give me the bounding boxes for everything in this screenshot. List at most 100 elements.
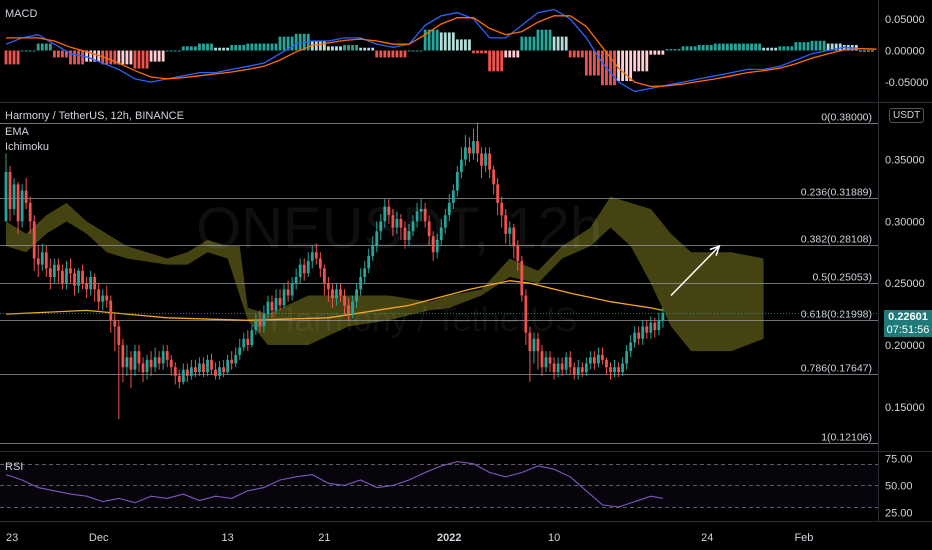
macd-histogram-bar (113, 50, 117, 65)
macd-histogram-bar (73, 50, 76, 65)
macd-histogram-bar (198, 43, 201, 51)
candle (439, 227, 443, 240)
macd-histogram-bar (802, 42, 806, 51)
macd-histogram-bar (20, 50, 24, 52)
rsi-label[interactable]: RSI (5, 461, 24, 473)
candle (230, 359, 234, 364)
macd-histogram-bar (649, 50, 653, 55)
ema-label[interactable]: EMA (5, 126, 29, 138)
candle (28, 202, 32, 222)
rsi-line (5, 461, 663, 508)
symbol-title[interactable]: Harmony / TetherUS, 12h, BINANCE (5, 110, 184, 122)
candle (621, 363, 624, 373)
macd-histogram-bar (133, 50, 137, 69)
candle (572, 367, 576, 375)
ichimoku-label[interactable]: Ichimoku (5, 141, 50, 153)
candle (371, 246, 375, 256)
candle (367, 255, 371, 269)
candle (306, 260, 310, 274)
macd-histogram-bar (822, 40, 826, 51)
fib-level-label: 0(0.38000) (821, 112, 872, 124)
macd-histogram-bar (858, 50, 862, 52)
macd-histogram-bar (48, 43, 52, 51)
macd-histogram-bar (492, 50, 496, 72)
candle (8, 171, 12, 210)
macd-histogram-bar (754, 43, 757, 51)
candle (81, 270, 84, 284)
macd-histogram-bar (496, 50, 500, 72)
macd-histogram-bar (427, 29, 431, 51)
macd-histogram-bar (117, 50, 121, 65)
macd-label[interactable]: MACD (5, 8, 38, 20)
candle (298, 264, 302, 277)
candle (363, 268, 367, 277)
macd-histogram-bar (750, 43, 753, 51)
macd-histogram-bar (351, 44, 354, 51)
macd-histogram-bar (371, 47, 375, 51)
macd-histogram-bar (185, 46, 189, 51)
candle (69, 268, 72, 274)
candle (222, 367, 226, 373)
macd-histogram-bar (65, 50, 68, 58)
macd-histogram-bar (367, 47, 371, 51)
macd-histogram-bar (625, 50, 629, 82)
candle (383, 206, 387, 222)
macd-histogram-bar (806, 42, 810, 51)
candle (165, 351, 169, 360)
candle (206, 359, 209, 373)
candle (633, 332, 637, 343)
macd-histogram-bar (697, 44, 701, 51)
candle (552, 363, 556, 373)
macd-histogram-bar (742, 43, 745, 51)
macd-histogram-bar (443, 32, 447, 51)
currency-button[interactable]: USDT (889, 108, 925, 123)
macd-histogram-bar (399, 50, 403, 58)
macd-histogram-bar (766, 47, 770, 51)
macd-histogram-bar (689, 46, 693, 51)
candle (234, 354, 238, 364)
macd-histogram-bar (552, 36, 556, 51)
macd-histogram-bar (810, 40, 814, 51)
candle (286, 289, 290, 296)
macd-histogram-bar (701, 44, 705, 51)
candle (629, 342, 633, 352)
macd-tick-label: 0.00000 (885, 46, 925, 58)
macd-histogram-bar (576, 50, 580, 58)
time-tick-label: 13 (222, 532, 234, 544)
macd-histogram-bar (774, 47, 778, 51)
candle (36, 258, 40, 265)
macd-histogram-bar (830, 43, 834, 51)
macd-histogram-bar (661, 50, 665, 55)
macd-histogram-bar (548, 29, 552, 51)
candle (480, 153, 483, 166)
candle (528, 332, 532, 352)
candle (468, 147, 471, 154)
candle (592, 357, 596, 364)
candle (32, 221, 36, 259)
macd-histogram-bar (214, 47, 217, 51)
macd-histogram-bar (435, 29, 439, 51)
macd-histogram-bar (149, 50, 153, 62)
macd-histogram-bar (181, 46, 185, 51)
macd-histogram-bar (165, 50, 169, 52)
macd-histogram-bar (536, 29, 540, 51)
macd-histogram-bar (226, 47, 230, 51)
candle (121, 344, 125, 368)
macd-histogram-bar (669, 49, 673, 51)
candle (508, 227, 512, 234)
candle (544, 357, 548, 368)
macd-histogram-bar (734, 43, 737, 51)
candle (310, 252, 314, 261)
macd-histogram-bar (379, 50, 383, 58)
macd-histogram-bar (778, 46, 782, 51)
macd-histogram-bar (210, 43, 213, 51)
candle (605, 359, 608, 368)
candle (318, 258, 322, 269)
candle (613, 367, 616, 373)
candle (238, 347, 242, 355)
macd-histogram-bar (657, 50, 661, 55)
candle (411, 221, 415, 232)
macd-histogram-bar (153, 50, 157, 62)
macd-histogram-bar (395, 50, 399, 58)
